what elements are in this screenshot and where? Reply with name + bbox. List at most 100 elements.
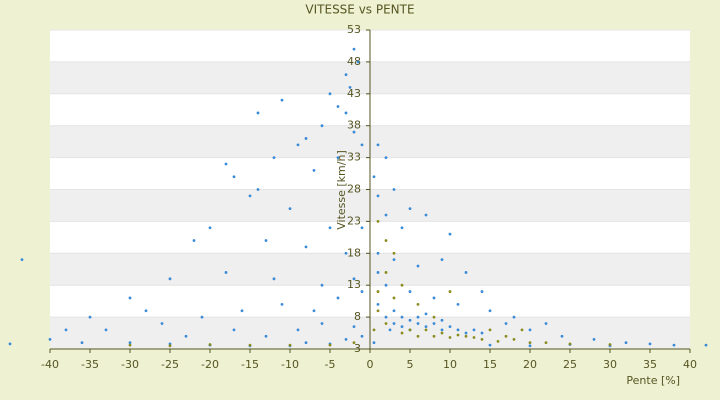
point xyxy=(348,86,352,89)
point xyxy=(512,338,516,341)
point xyxy=(184,334,188,338)
point xyxy=(272,277,276,281)
point xyxy=(528,341,532,345)
point xyxy=(384,156,388,160)
y-tick-label: 23 xyxy=(347,214,361,227)
point xyxy=(208,226,212,230)
point xyxy=(304,245,308,249)
point xyxy=(240,309,244,313)
point xyxy=(408,328,412,332)
point xyxy=(648,342,652,346)
point xyxy=(560,334,564,338)
point xyxy=(352,47,356,51)
point xyxy=(488,343,492,347)
point xyxy=(472,328,476,332)
point xyxy=(432,334,436,338)
point xyxy=(288,207,292,211)
point xyxy=(344,73,348,77)
point xyxy=(456,302,460,306)
point xyxy=(480,290,484,293)
point xyxy=(264,239,268,242)
point xyxy=(80,341,84,345)
point xyxy=(440,328,444,332)
x-tick-label: -30 xyxy=(121,358,139,371)
point xyxy=(280,302,284,306)
point xyxy=(376,302,380,306)
point xyxy=(384,315,388,319)
point xyxy=(392,296,396,300)
point xyxy=(88,315,92,319)
point xyxy=(232,328,236,332)
point xyxy=(392,309,396,313)
point xyxy=(312,309,316,313)
point xyxy=(328,92,332,96)
point xyxy=(48,338,52,341)
point xyxy=(144,309,148,313)
point xyxy=(320,322,324,325)
y-tick-label: 28 xyxy=(347,183,361,196)
point xyxy=(296,143,300,147)
x-tick-label: 35 xyxy=(643,358,657,371)
x-tick-label: 5 xyxy=(407,358,414,371)
point xyxy=(464,331,468,335)
point xyxy=(384,213,388,217)
point xyxy=(416,302,420,306)
point xyxy=(304,137,308,140)
point xyxy=(168,344,172,348)
point xyxy=(448,290,452,293)
x-tick-label: 25 xyxy=(563,358,577,371)
point xyxy=(424,213,428,217)
point xyxy=(376,271,380,274)
x-tick-label: -5 xyxy=(325,358,336,371)
point xyxy=(416,264,420,268)
point xyxy=(568,342,572,346)
point xyxy=(128,341,132,345)
point xyxy=(440,258,444,262)
point xyxy=(376,290,380,293)
point xyxy=(624,341,628,345)
point xyxy=(464,271,468,274)
x-tick-label: -25 xyxy=(161,358,179,371)
point xyxy=(376,309,380,313)
x-tick-label: 15 xyxy=(483,358,497,371)
point xyxy=(528,344,532,348)
point xyxy=(248,194,252,198)
point xyxy=(20,258,24,262)
x-tick-label: -35 xyxy=(81,358,99,371)
point xyxy=(336,296,340,300)
point xyxy=(256,111,260,115)
y-tick-label: 18 xyxy=(347,246,361,259)
point xyxy=(400,325,404,329)
point xyxy=(400,315,404,319)
point xyxy=(608,343,612,346)
y-axis-label: Vitesse [km/h] xyxy=(335,150,348,230)
point xyxy=(128,296,132,300)
point xyxy=(384,283,388,287)
point xyxy=(400,331,404,335)
point xyxy=(496,339,500,343)
point xyxy=(528,328,532,332)
point xyxy=(344,338,348,341)
plot: 38131823283338434853-40-35-30-25-20-15-1… xyxy=(8,23,708,371)
point xyxy=(456,328,460,332)
point xyxy=(480,338,484,341)
point xyxy=(472,336,476,339)
point xyxy=(424,325,428,329)
point xyxy=(504,322,508,325)
x-tick-label: 0 xyxy=(367,358,374,371)
point xyxy=(440,318,444,322)
point xyxy=(344,111,348,115)
point xyxy=(64,328,68,332)
point xyxy=(376,220,380,223)
point xyxy=(312,168,316,172)
x-axis-label: Pente [%] xyxy=(626,374,680,387)
point xyxy=(372,341,376,345)
y-tick-label: 33 xyxy=(347,151,361,164)
point xyxy=(264,334,268,338)
point xyxy=(192,239,196,242)
point xyxy=(352,325,356,329)
x-tick-label: 10 xyxy=(443,358,457,371)
point xyxy=(464,334,468,338)
point xyxy=(384,322,388,325)
